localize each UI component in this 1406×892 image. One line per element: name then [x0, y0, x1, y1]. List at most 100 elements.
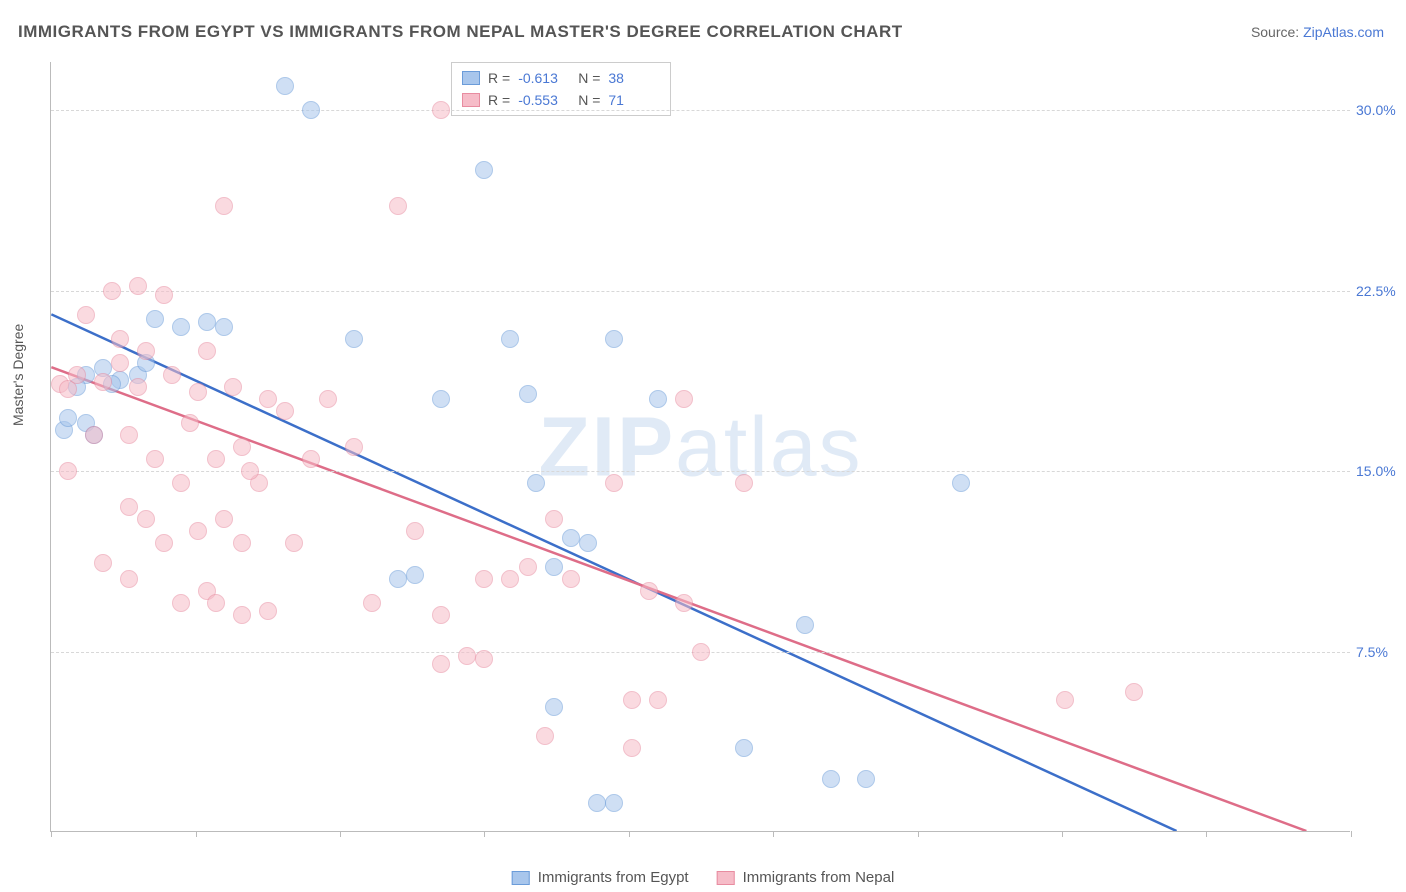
data-point-nepal [189, 383, 207, 401]
chart-container: IMMIGRANTS FROM EGYPT VS IMMIGRANTS FROM… [0, 0, 1406, 892]
data-point-egypt [198, 313, 216, 331]
y-tick-label: 22.5% [1356, 283, 1406, 299]
data-point-nepal [345, 438, 363, 456]
data-point-nepal [406, 522, 424, 540]
data-point-egypt [406, 566, 424, 584]
data-point-nepal [302, 450, 320, 468]
n-label: N = [578, 92, 600, 108]
x-tick [51, 831, 52, 837]
data-point-nepal [276, 402, 294, 420]
x-tick [340, 831, 341, 837]
source-link[interactable]: ZipAtlas.com [1303, 24, 1384, 40]
legend-swatch-nepal [717, 871, 735, 885]
data-point-egypt [796, 616, 814, 634]
data-point-nepal [111, 330, 129, 348]
data-point-nepal [181, 414, 199, 432]
data-point-nepal [363, 594, 381, 612]
data-point-nepal [103, 282, 121, 300]
data-point-egypt [588, 794, 606, 812]
data-point-nepal [137, 342, 155, 360]
data-point-nepal [207, 594, 225, 612]
data-point-nepal [536, 727, 554, 745]
data-point-nepal [640, 582, 658, 600]
watermark: ZIPatlas [538, 398, 862, 495]
data-point-nepal [432, 655, 450, 673]
data-point-nepal [458, 647, 476, 665]
data-point-nepal [1125, 683, 1143, 701]
data-point-nepal [501, 570, 519, 588]
data-point-nepal [129, 277, 147, 295]
data-point-egypt [345, 330, 363, 348]
watermark-rest: atlas [675, 399, 862, 493]
data-point-nepal [215, 197, 233, 215]
data-point-egypt [146, 310, 164, 328]
data-point-egypt [475, 161, 493, 179]
n-value-egypt: 38 [608, 70, 660, 86]
stats-row-egypt: R = -0.613 N = 38 [462, 67, 660, 89]
data-point-nepal [233, 534, 251, 552]
n-label: N = [578, 70, 600, 86]
data-point-nepal [163, 366, 181, 384]
x-tick [1206, 831, 1207, 837]
bottom-legend: Immigrants from Egypt Immigrants from Ne… [512, 869, 895, 886]
data-point-nepal [120, 498, 138, 516]
chart-title: IMMIGRANTS FROM EGYPT VS IMMIGRANTS FROM… [18, 22, 903, 42]
legend-swatch-egypt [512, 871, 530, 885]
data-point-egypt [605, 794, 623, 812]
gridline [51, 110, 1350, 111]
data-point-nepal [215, 510, 233, 528]
data-point-nepal [172, 474, 190, 492]
data-point-nepal [675, 390, 693, 408]
stats-row-nepal: R = -0.553 N = 71 [462, 89, 660, 111]
data-point-nepal [432, 101, 450, 119]
x-tick [1351, 831, 1352, 837]
data-point-nepal [319, 390, 337, 408]
data-point-nepal [735, 474, 753, 492]
data-point-egypt [527, 474, 545, 492]
data-point-nepal [545, 510, 563, 528]
gridline [51, 291, 1350, 292]
data-point-egypt [215, 318, 233, 336]
data-point-nepal [1056, 691, 1074, 709]
source-label: Source: [1251, 24, 1299, 40]
data-point-nepal [94, 373, 112, 391]
r-value-nepal: -0.553 [518, 92, 570, 108]
data-point-nepal [432, 606, 450, 624]
data-point-nepal [692, 643, 710, 661]
data-point-nepal [111, 354, 129, 372]
data-point-nepal [155, 534, 173, 552]
legend-label-egypt: Immigrants from Egypt [538, 869, 689, 886]
data-point-nepal [68, 366, 86, 384]
data-point-nepal [649, 691, 667, 709]
data-point-nepal [129, 378, 147, 396]
data-point-nepal [120, 570, 138, 588]
data-point-nepal [146, 450, 164, 468]
data-point-nepal [675, 594, 693, 612]
data-point-nepal [120, 426, 138, 444]
data-point-nepal [233, 438, 251, 456]
data-point-egypt [501, 330, 519, 348]
data-point-nepal [623, 739, 641, 757]
data-point-egypt [822, 770, 840, 788]
data-point-egypt [519, 385, 537, 403]
y-tick-label: 30.0% [1356, 102, 1406, 118]
data-point-egypt [389, 570, 407, 588]
data-point-egypt [952, 474, 970, 492]
data-point-nepal [94, 554, 112, 572]
n-value-nepal: 71 [608, 92, 660, 108]
r-label: R = [488, 92, 510, 108]
data-point-nepal [605, 474, 623, 492]
x-tick [484, 831, 485, 837]
data-point-nepal [137, 510, 155, 528]
r-value-egypt: -0.613 [518, 70, 570, 86]
data-point-nepal [224, 378, 242, 396]
x-tick [773, 831, 774, 837]
x-tick [1062, 831, 1063, 837]
data-point-nepal [475, 570, 493, 588]
data-point-nepal [198, 342, 216, 360]
data-point-egypt [432, 390, 450, 408]
data-point-egypt [276, 77, 294, 95]
data-point-egypt [735, 739, 753, 757]
data-point-egypt [302, 101, 320, 119]
data-point-nepal [241, 462, 259, 480]
